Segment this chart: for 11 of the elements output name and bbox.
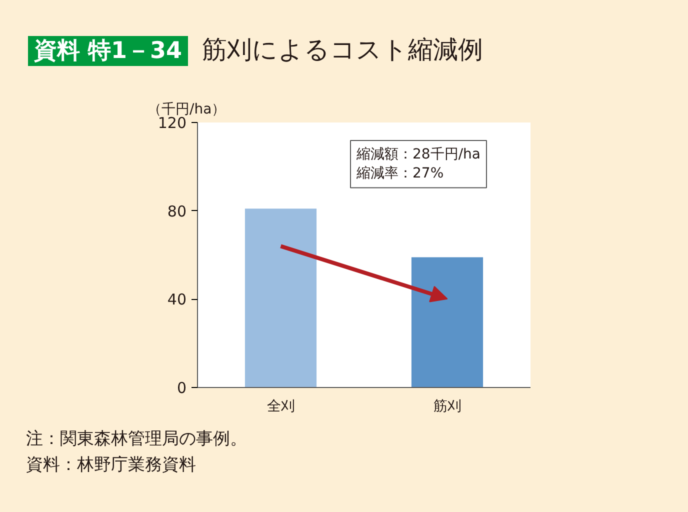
- annotation: 縮減額：28千円/ha: [356, 146, 480, 162]
- y-tick-label: 80: [167, 202, 187, 220]
- chart-title: 筋刈によるコスト縮減例: [202, 35, 484, 64]
- text: 資料：林野庁業務資料: [26, 454, 197, 477]
- y-tick-label: 40: [167, 290, 187, 309]
- x-tick-label: 筋刈: [433, 398, 462, 414]
- text: 注：関東森林管理局の事例。: [26, 428, 247, 451]
- annotation: 縮減率：27%: [356, 166, 444, 182]
- y-tick-label: 0: [176, 379, 187, 397]
- chart-subtitle: 資料 特1－34: [28, 36, 188, 66]
- x-tick-label: 全刈: [266, 398, 295, 414]
